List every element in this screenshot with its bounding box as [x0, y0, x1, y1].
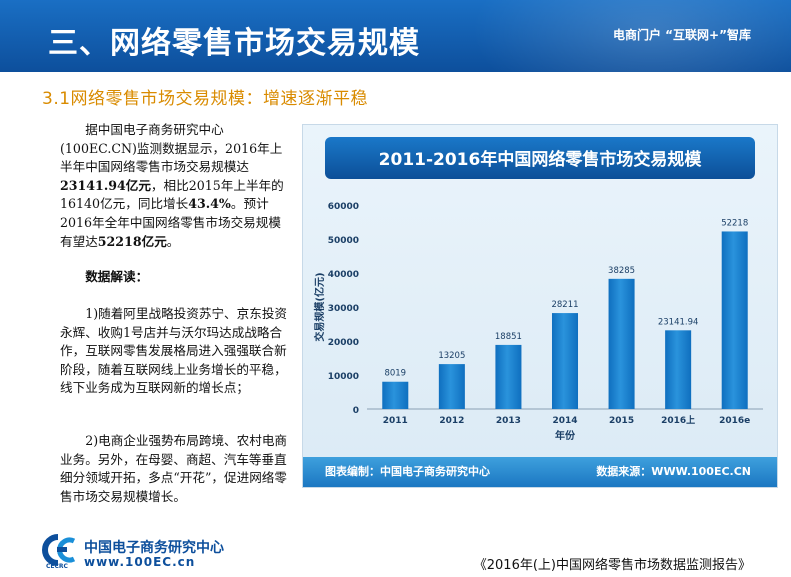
bar-chart: 2011-2016年中国网络零售市场交易规模 0 10000 20000 30000 4…: [313, 137, 763, 442]
analysis-point-2: 2)电商企业强势布局跨境、农村电商业务。另外，在母婴、商超、汽车等垂直细分领域开…: [60, 433, 288, 504]
x-tick-label: 2012: [439, 416, 464, 426]
y-axis-label: 交易规模(亿元): [313, 272, 326, 341]
x-axis-label: 年份: [555, 429, 576, 442]
chart-footer-bar: 图表编制：中国电子商务研究中心 数据来源：WWW.100EC.CN: [303, 457, 777, 487]
x-tick-label: 2014: [552, 416, 577, 426]
y-tick-label: 60000: [328, 202, 359, 212]
y-tick-label: 50000: [328, 236, 359, 246]
section-subtitle: 3.1网络零售市场交易规模：增速逐渐平稳: [42, 89, 369, 109]
org-abbr: CECRC: [46, 563, 68, 570]
bar-2014: [551, 313, 579, 409]
org-name: 中国电子商务研究中心: [84, 540, 224, 556]
bar-2016上: [665, 330, 692, 409]
header-decoration: [471, 0, 791, 72]
page-title: 三、网络零售市场交易规模: [48, 26, 420, 61]
intro-text-g: 。: [166, 233, 180, 249]
analysis-heading: 数据解读：: [85, 269, 149, 284]
cecrc-logo-icon: [42, 534, 76, 566]
chart-title-background: [325, 137, 755, 179]
chart-data-source: 数据来源：WWW.100EC.CN: [596, 465, 751, 478]
org-logo: CECRC 中国电子商务研究中心 www.100EC.cn: [40, 533, 240, 573]
y-tick-label: 0: [353, 406, 359, 416]
org-url: www.100EC.cn: [84, 555, 196, 569]
data-label: 52218: [721, 218, 748, 228]
bar-2012: [438, 364, 465, 409]
bar-2016e: [721, 231, 748, 409]
chart-panel: 2011-2016年中国网络零售市场交易规模 0 10000 20000 30000 4…: [302, 124, 778, 488]
x-tick-label: 2016e: [719, 416, 750, 426]
intro-text-e: 。预计2016年全年中国网络零售市场交易规模有望达: [60, 196, 281, 249]
x-tick-label: 2013: [496, 416, 521, 426]
header-tagline: 电商门户 “互联网+”智库: [612, 28, 751, 42]
header-bar: 三、网络零售市场交易规模 电商门户 “互联网+”智库: [0, 0, 791, 72]
y-tick-label: 10000: [328, 372, 359, 382]
data-label: 28211: [551, 300, 578, 310]
intro-value-h1-2016: 23141.94亿元: [60, 177, 151, 193]
data-label: 18851: [495, 332, 522, 342]
x-tick-label: 2011: [383, 416, 408, 426]
data-label: 13205: [438, 351, 465, 361]
chart-source-compiler: 图表编制：中国电子商务研究中心: [325, 465, 490, 478]
data-label: 8019: [384, 369, 406, 379]
bar-2011: [382, 381, 409, 409]
report-name: 《2016年(上)中国网络零售市场数据监测报告》: [473, 558, 751, 573]
analysis-point-1: 1)随着阿里战略投资苏宁、京东投资永辉、收购1号店并与沃尔玛达成战略合作，互联网…: [60, 306, 288, 396]
data-label: 38285: [608, 266, 635, 276]
intro-text-a: 据中国电子商务研究中心(100EC.CN)监测数据显示，2016年上半年中国网络…: [60, 122, 283, 175]
intro-text-c: ，相比2015年上半年的16140亿元，同比增长: [60, 177, 284, 212]
bar-2013: [495, 344, 522, 409]
y-tick-label: 20000: [328, 338, 359, 348]
x-tick-label: 2016上: [661, 414, 695, 426]
x-tick-label: 2015: [609, 416, 634, 426]
bar-2015: [608, 278, 635, 409]
chart-title: 2011-2016年中国网络零售市场交易规模: [379, 149, 703, 170]
intro-paragraph: 据中国电子商务研究中心(100EC.CN)监测数据显示，2016年上半年中国网络…: [60, 121, 288, 251]
y-tick-label: 30000: [328, 304, 359, 314]
intro-growth-rate: 43.4%: [188, 196, 231, 212]
intro-value-2016e: 52218亿元: [97, 233, 167, 249]
data-label: 23141.94: [658, 317, 699, 327]
y-tick-label: 40000: [328, 270, 359, 280]
